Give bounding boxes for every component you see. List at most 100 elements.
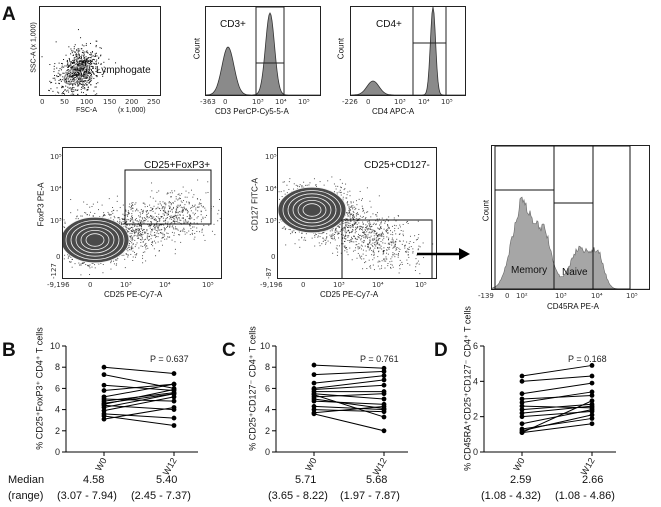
- foxp3-x-ticks: -9,196 0 10³ 10⁴ 10⁵: [47, 281, 214, 289]
- tick: 10³: [252, 98, 264, 106]
- panel-c-median-w12: 5.68: [366, 474, 388, 486]
- data-point-w12: [381, 428, 387, 434]
- data-point-w12: [171, 423, 177, 428]
- y-tick-label: 4: [55, 405, 60, 415]
- pair-line: [521, 400, 593, 434]
- pair-line: [521, 391, 593, 404]
- tick: 10⁵: [50, 153, 62, 161]
- lymphogate-scatter: [41, 29, 117, 95]
- data-point-w12: [589, 412, 595, 418]
- tick: 10⁴: [372, 281, 384, 289]
- tick: 10³: [120, 281, 132, 289]
- x-tick-label: W0: [511, 456, 526, 473]
- data-point-w0: [311, 362, 317, 368]
- tick: 10⁴: [265, 185, 277, 193]
- tick: 10³: [265, 217, 277, 225]
- foxp3-contour-ring: [80, 230, 110, 251]
- panel-letter-d: D: [434, 340, 448, 361]
- tick: 250: [147, 98, 160, 106]
- y-tick-label: 2: [473, 412, 478, 422]
- tick: 10⁴: [418, 98, 430, 106]
- cd3-histogram-fill: [206, 12, 320, 95]
- foxp3-gate: [124, 169, 212, 225]
- pair-line: [313, 405, 385, 411]
- lymph-x-unit: (x 1,000): [118, 107, 146, 114]
- cd3-x-ticks: -363 0 10³ 10⁴ 10⁵: [200, 98, 310, 106]
- tick: 10⁴: [275, 98, 287, 106]
- data-point-w12: [589, 373, 595, 379]
- panel-d-range-w0: (1.08 - 4.32): [481, 490, 541, 502]
- lymphogate-gate-label: Lymphogate: [96, 65, 151, 76]
- cd4-plot: CD4+: [350, 6, 466, 96]
- tick: 10²: [516, 292, 528, 300]
- data-point-w12: [381, 382, 387, 388]
- pair-line: [313, 398, 385, 410]
- cd45ra-y-label: Count: [481, 199, 491, 222]
- data-point-w12: [589, 380, 595, 386]
- arrow-icon: [417, 248, 470, 260]
- pair-line: [313, 405, 385, 414]
- tick: 0: [56, 253, 60, 261]
- pair-line: [103, 396, 175, 412]
- lymph-dots: [41, 29, 117, 95]
- y-tick-label: 2: [55, 426, 60, 436]
- data-point-w12: [381, 391, 387, 397]
- panel-letter-b: B: [2, 340, 16, 361]
- data-point-w0: [311, 392, 317, 398]
- panel-d-range-w12: (1.08 - 4.86): [555, 490, 615, 502]
- tick: 10⁴: [50, 185, 62, 193]
- panel-b-range-w0: (3.07 - 7.94): [57, 490, 117, 502]
- pair-line: [313, 400, 385, 405]
- tick: 10⁵: [265, 153, 277, 161]
- tick: 10⁴: [159, 281, 171, 289]
- data-point-w12: [381, 396, 387, 402]
- cd127-contour-ring: [282, 190, 342, 230]
- cd127-contour-ring: [302, 203, 322, 217]
- pair-line: [521, 414, 593, 432]
- y-tick-label: 4: [265, 405, 270, 415]
- naive-gate: [553, 146, 631, 289]
- cd127-gate-label: CD25+CD127-: [364, 160, 430, 171]
- panel-b-y-label: % CD25⁺FoxP3⁺ CD4⁺ T cells: [34, 327, 45, 450]
- lymphogate-plot: Lymphogate: [39, 6, 161, 96]
- data-point-w12: [171, 405, 177, 410]
- tick: -9,196: [47, 281, 70, 289]
- panel-letter-a: A: [2, 4, 16, 25]
- panel-c-range-w0: (3.65 - 8.22): [268, 490, 328, 502]
- data-point-w12: [171, 394, 177, 400]
- tick: 0: [366, 98, 370, 106]
- data-point-w12: [171, 398, 177, 404]
- tick: 10⁵: [298, 98, 310, 106]
- tick: 50: [60, 98, 69, 106]
- y-tick-label: 10: [50, 341, 60, 351]
- cd3-plot: CD3+: [205, 6, 321, 96]
- cd4-gate-label: CD4+: [376, 19, 402, 30]
- p-value: P = 0.761: [360, 354, 399, 364]
- tick: -127: [50, 263, 58, 279]
- tick: 0: [505, 292, 509, 300]
- panel-d-median-w12: 2.66: [582, 474, 604, 486]
- cd127-contour: [278, 176, 434, 278]
- y-tick-label: 6: [265, 383, 270, 393]
- data-point-w12: [589, 363, 595, 368]
- tick: 10³: [333, 281, 345, 289]
- data-point-w12: [381, 373, 387, 379]
- cd4-x-label: CD4 APC-A: [372, 107, 415, 116]
- foxp3-contour-ring: [75, 226, 115, 254]
- data-point-w12: [171, 381, 177, 387]
- naive-gate-label: Naive: [562, 267, 588, 278]
- data-point-w12: [381, 404, 387, 409]
- memory-gate-label: Memory: [511, 265, 548, 276]
- foxp3-x-label: CD25 PE-Cy7-A: [104, 290, 163, 299]
- tick: 10³: [555, 292, 567, 300]
- data-point-w0: [519, 414, 525, 420]
- tick: 0: [88, 281, 92, 289]
- pair-line: [103, 384, 175, 392]
- data-point-w0: [519, 373, 525, 379]
- pair-line: [521, 403, 593, 411]
- y-tick-label: 4: [473, 376, 478, 386]
- data-point-w0: [311, 411, 317, 417]
- panel-d-median-w0: 2.59: [510, 474, 532, 486]
